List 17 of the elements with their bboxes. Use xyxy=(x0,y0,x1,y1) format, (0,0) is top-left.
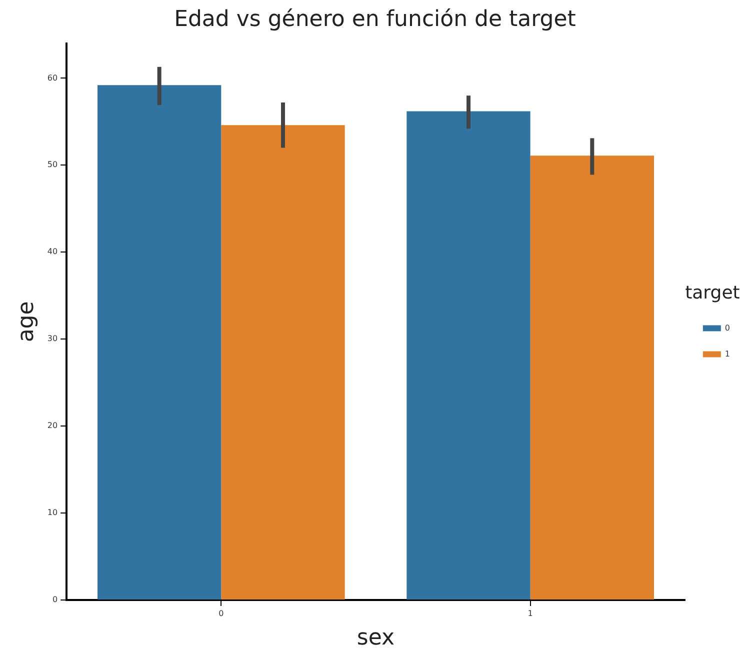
bar xyxy=(406,111,530,600)
y-tick-label: 60 xyxy=(47,73,58,82)
chart-title: Edad vs género en función de target xyxy=(174,6,576,32)
y-tick-label: 0 xyxy=(52,595,58,604)
legend-label: 1 xyxy=(724,349,730,358)
y-tick-label: 50 xyxy=(47,160,58,170)
y-tick-label: 40 xyxy=(47,247,58,256)
bar xyxy=(97,85,222,600)
bar xyxy=(530,156,654,600)
x-axis-title: sex xyxy=(356,626,395,651)
y-tick-label: 10 xyxy=(47,508,58,518)
legend-title: target xyxy=(685,282,740,304)
y-tick-label: 20 xyxy=(47,421,58,430)
legend-label: 0 xyxy=(724,323,730,332)
y-axis-title: age xyxy=(14,301,39,342)
bar xyxy=(221,125,345,600)
y-tick-label: 30 xyxy=(47,334,58,344)
